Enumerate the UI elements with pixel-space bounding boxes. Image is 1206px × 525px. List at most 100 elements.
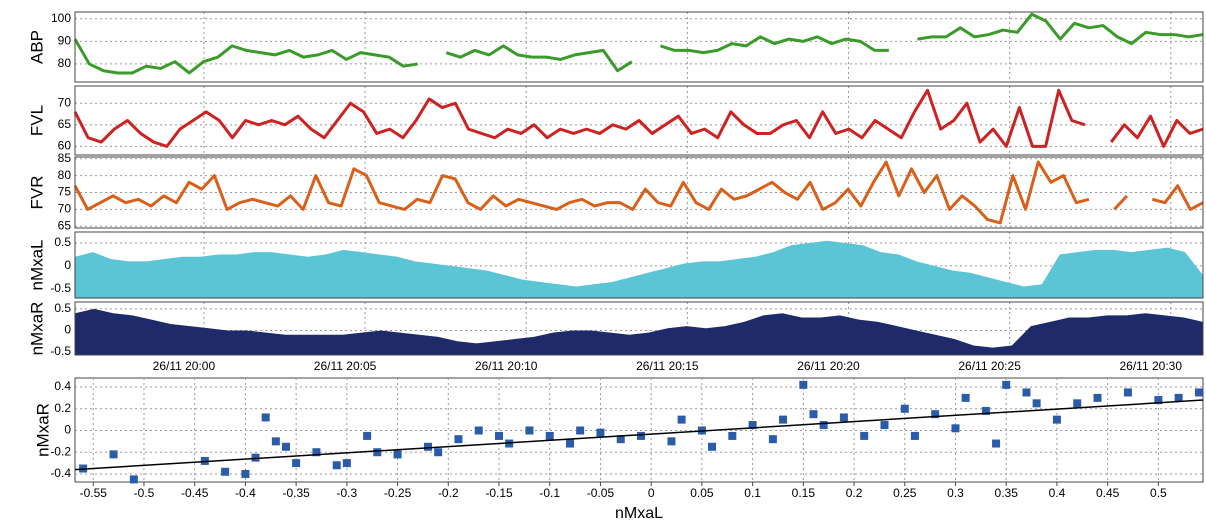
- scatter-point: [931, 410, 940, 419]
- x-tick-label: 0.05: [690, 486, 714, 500]
- x-tick-label: 26/11 20:05: [314, 359, 377, 373]
- scatter-point: [495, 431, 504, 440]
- y-tick-label: 0.2: [54, 401, 71, 415]
- trend-line: [74, 399, 1204, 471]
- y-tick-label: 0.5: [54, 301, 71, 315]
- y-tick-label: 80: [58, 56, 72, 70]
- y-tick-label: -0.4: [50, 466, 71, 480]
- scatter-point: [241, 469, 250, 478]
- line: [1113, 194, 1129, 211]
- x-tick-label: 26/11 20:25: [958, 359, 1021, 373]
- scatter-point: [1093, 393, 1102, 402]
- scatter-point: [910, 431, 919, 440]
- y-tick-label: 75: [58, 185, 72, 199]
- scatter-point: [992, 439, 1001, 448]
- panel: [74, 377, 1204, 483]
- scatter-point: [1022, 388, 1031, 397]
- y-tick-label: 0.4: [54, 379, 71, 393]
- line: [73, 38, 418, 75]
- x-tick-label: 26/11 20:15: [636, 359, 699, 373]
- line: [73, 88, 1086, 148]
- x-tick-label: -0.15: [485, 486, 513, 500]
- x-tick-label: 0: [648, 486, 655, 500]
- y-tick-label: 85: [58, 151, 72, 165]
- y-tick-label: 0: [64, 258, 71, 272]
- y-tick-label: -0.2: [50, 444, 71, 458]
- line: [445, 44, 633, 73]
- scatter-point: [424, 442, 433, 451]
- y-axis-label: nMxaL: [27, 239, 46, 290]
- line: [1109, 114, 1204, 148]
- x-tick-label: 0.45: [1096, 486, 1120, 500]
- scatter-point: [545, 431, 554, 440]
- y-tick-label: 0: [64, 423, 71, 437]
- scatter-point: [667, 437, 676, 446]
- x-tick-label: -0.25: [384, 486, 412, 500]
- scatter-point: [637, 431, 646, 440]
- panel-border: [74, 11, 1204, 83]
- scatter-point: [981, 406, 990, 415]
- y-tick-label: 0.5: [54, 235, 71, 249]
- line: [1151, 184, 1204, 211]
- x-tick-label: 0.35: [995, 486, 1019, 500]
- scatter-point: [312, 448, 321, 457]
- x-axis-label: nMxaL: [615, 505, 663, 522]
- scatter-point: [596, 428, 605, 437]
- scatter-point: [708, 442, 717, 451]
- panel-border: [74, 85, 1204, 156]
- scatter-point: [109, 450, 118, 459]
- y-tick-label: -0.5: [50, 281, 71, 295]
- scatter-point: [1073, 399, 1082, 408]
- scatter-point: [1174, 393, 1183, 402]
- scatter-point: [271, 437, 280, 446]
- scatter-point: [292, 459, 301, 468]
- x-tick-label: 0.3: [947, 486, 964, 500]
- scatter-point: [779, 415, 788, 424]
- x-tick-label: 0.4: [1049, 486, 1066, 500]
- y-axis-label: nMxaR: [33, 403, 52, 457]
- x-tick-label: -0.2: [438, 486, 459, 500]
- scatter-point: [525, 426, 534, 435]
- scatter-point: [251, 453, 260, 462]
- line: [73, 160, 1090, 225]
- line: [917, 12, 1204, 46]
- panel-border: [74, 156, 1204, 229]
- scatter-point: [261, 413, 270, 422]
- scatter-point: [434, 448, 443, 457]
- scatter-point: [1123, 388, 1132, 397]
- panel: [74, 11, 1204, 83]
- area: [75, 308, 1203, 355]
- x-tick-label: 0.5: [1150, 486, 1167, 500]
- scatter-point: [677, 415, 686, 424]
- scatter-point: [616, 435, 625, 444]
- y-axis-label: FVL: [27, 105, 46, 136]
- x-tick-label: 26/11 20:00: [153, 359, 216, 373]
- scatter-point: [1052, 415, 1061, 424]
- y-tick-label: 80: [58, 168, 72, 182]
- x-tick-label: -0.4: [235, 486, 256, 500]
- y-tick-label: 65: [58, 218, 72, 232]
- y-tick-label: 0: [64, 323, 71, 337]
- x-tick-label: 26/11 20:30: [1120, 359, 1183, 373]
- y-axis-label: ABP: [27, 30, 46, 64]
- x-tick-label: 0.25: [893, 486, 917, 500]
- scatter-point: [566, 439, 575, 448]
- scatter-point: [332, 461, 341, 470]
- x-tick-label: 0.1: [744, 486, 761, 500]
- scatter-point: [342, 459, 351, 468]
- scatter-point: [768, 435, 777, 444]
- y-tick-label: 90: [58, 34, 72, 48]
- scatter-point: [1194, 388, 1203, 397]
- y-tick-label: 70: [58, 95, 72, 109]
- y-axis-label: FVR: [27, 176, 46, 210]
- y-tick-label: 100: [51, 11, 71, 25]
- scatter-point: [454, 435, 463, 444]
- x-tick-label: 0.15: [792, 486, 816, 500]
- scatter-point: [1032, 399, 1041, 408]
- scatter-point: [961, 393, 970, 402]
- x-tick-label: -0.05: [587, 486, 615, 500]
- scatter-point: [728, 431, 737, 440]
- scatter-point: [748, 421, 757, 430]
- scatter-point: [129, 475, 138, 484]
